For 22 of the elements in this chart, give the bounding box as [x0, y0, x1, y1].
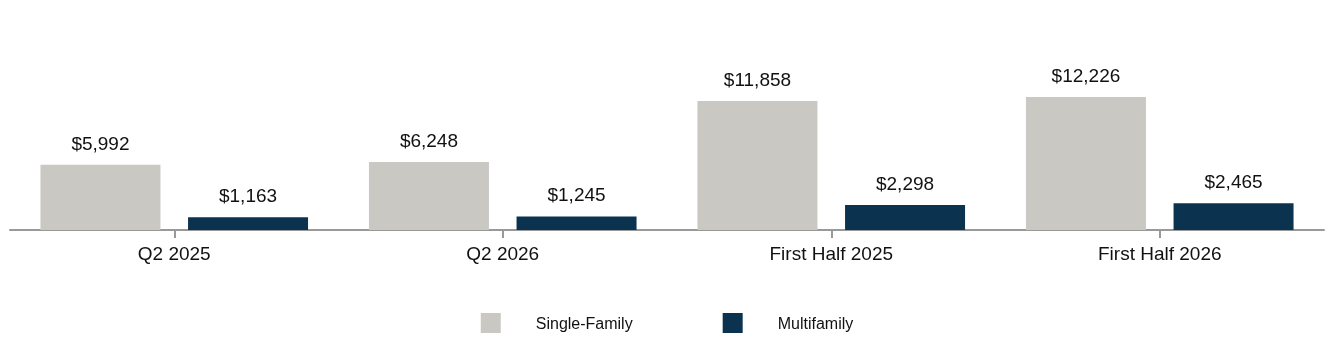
bar: [40, 164, 161, 230]
bar: [368, 162, 489, 230]
data-label: $2,465: [1204, 171, 1263, 193]
data-label: $1,163: [218, 185, 278, 207]
bar: [1025, 97, 1146, 230]
data-label: $1,245: [547, 184, 606, 206]
x-tick-label: First Half 2025: [769, 243, 894, 264]
bar: [516, 216, 637, 230]
x-tick-label: Q2 2026: [466, 243, 540, 264]
bar: [697, 101, 818, 230]
legend-label: Multifamily: [777, 314, 854, 332]
data-label: $11,858: [723, 69, 792, 91]
data-label: $2,298: [875, 173, 935, 195]
data-label: $6,248: [399, 130, 459, 152]
bar: [845, 205, 966, 230]
legend-label: Single-Family: [535, 314, 633, 332]
data-label: $5,992: [71, 132, 130, 154]
bar: [188, 217, 309, 230]
x-tick-label: Q2 2025: [137, 243, 211, 264]
bar: [1173, 203, 1294, 230]
data-label: $12,226: [1051, 65, 1121, 87]
x-tick-label: First Half 2026: [1097, 243, 1222, 264]
